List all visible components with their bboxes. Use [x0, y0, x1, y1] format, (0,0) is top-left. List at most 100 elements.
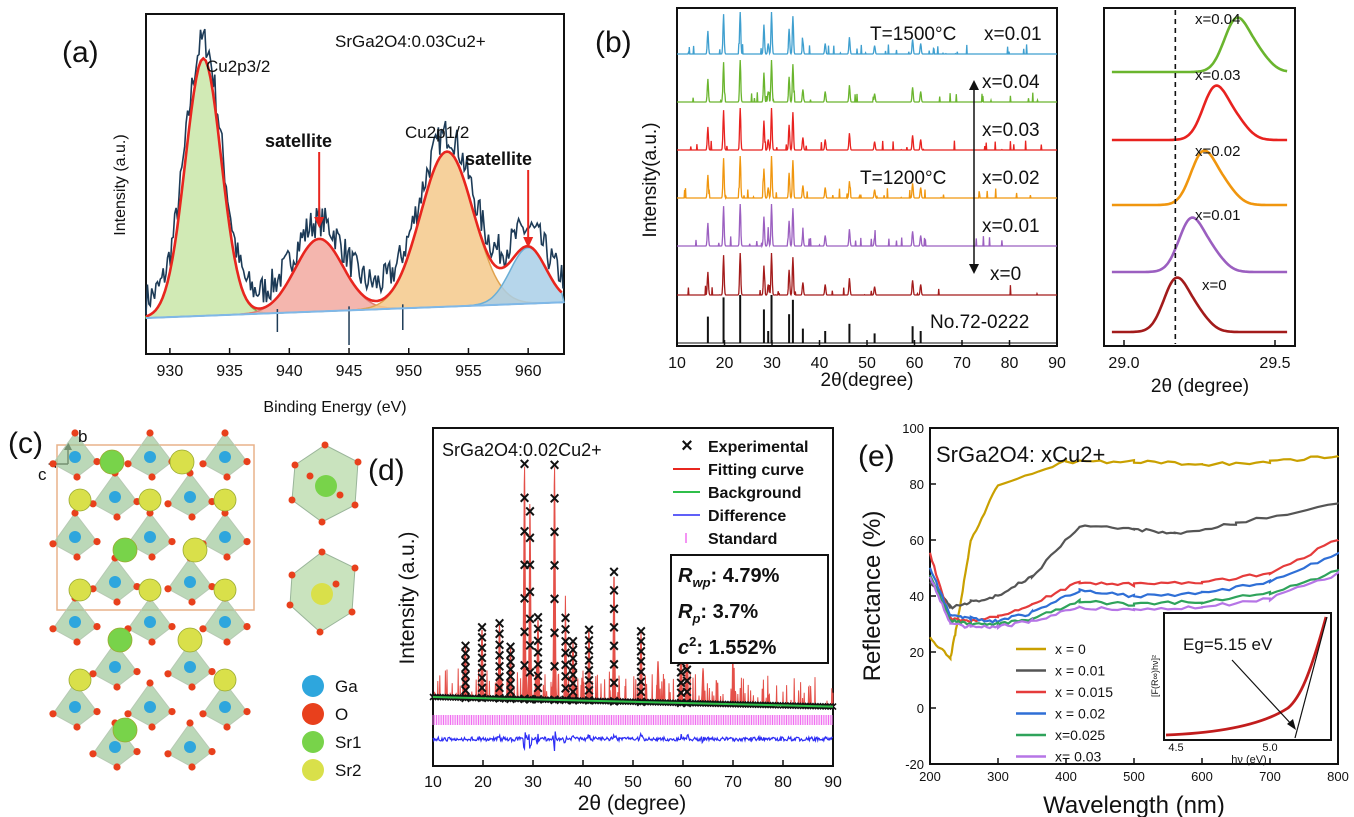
experimental-marker: × — [549, 488, 560, 508]
ytick-label: 60 — [910, 533, 924, 548]
o-atom — [321, 441, 329, 449]
panel-b-arrow-up-head — [969, 80, 979, 90]
experimental-marker: × — [533, 619, 544, 639]
panel-d-rwp: Rwp: 4.79% — [678, 565, 780, 590]
sr2-atom — [213, 578, 237, 602]
o-atom — [208, 668, 216, 676]
o-atom — [351, 564, 359, 572]
experimental-marker: × — [560, 643, 571, 663]
sr1-atom — [99, 449, 125, 475]
xtick-label: 60 — [674, 774, 692, 791]
experimental-marker: × — [477, 628, 488, 648]
experimental-marker: × — [460, 643, 471, 663]
xrd-pattern-5 — [677, 203, 1057, 249]
experimental-marker: × — [676, 683, 687, 703]
experimental-marker: × — [494, 667, 505, 687]
panel-b-x0: x=0 — [990, 264, 1021, 285]
o-atom — [93, 708, 101, 716]
legend-label-o: O — [335, 705, 348, 724]
xps-fit-envelope — [145, 56, 563, 318]
panel-e-yticks: -20 0 20 40 60 80 100 — [902, 421, 936, 772]
o-atom — [168, 708, 176, 716]
inset-series-label: x=0.02 — [1195, 143, 1240, 160]
experimental-marker: × — [494, 624, 505, 644]
experimental-marker: × — [682, 671, 693, 691]
xtick-label: 60 — [906, 355, 924, 372]
experimental-marker: × — [460, 658, 471, 678]
sr2-atom — [138, 488, 162, 512]
panel-e-plot — [928, 455, 1340, 662]
o-atom — [348, 608, 356, 616]
panel-c-axis-b: b — [78, 427, 87, 446]
panel-a-peak2-label: Cu2p1/2 — [405, 123, 469, 142]
experimental-marker: × — [560, 608, 571, 628]
ytick-label: 40 — [910, 589, 924, 604]
experimental-marker: × — [460, 651, 471, 671]
legend-label-1: x = 0.01 — [1055, 663, 1105, 679]
legend-label-sr2: Sr2 — [335, 761, 361, 780]
xtick-label: 40 — [574, 774, 592, 791]
panel-b-inset-frame — [1103, 7, 1296, 347]
ga-atom — [184, 741, 196, 753]
ga-atom — [144, 616, 156, 628]
o-atom — [221, 429, 229, 437]
ga-atom — [109, 661, 121, 673]
o-atom — [354, 458, 362, 466]
experimental-marker: × — [505, 652, 516, 672]
o-atom — [336, 491, 344, 499]
experimental-marker: × — [533, 678, 544, 698]
o-atom — [93, 538, 101, 546]
panel-d-rp: Rp: 3.7% — [678, 601, 758, 626]
ga-atom — [144, 701, 156, 713]
o-atom — [89, 750, 97, 758]
xtick-label: 30 — [524, 774, 542, 791]
experimental-marker: × — [533, 654, 544, 674]
panel-a-sat2-label: satellite — [465, 149, 532, 169]
experimental-marker: × — [519, 656, 530, 676]
xrd-pattern-3 — [677, 107, 1057, 152]
o-atom — [243, 623, 251, 631]
experimental-marker: × — [533, 643, 544, 663]
inset-peak-4 — [1111, 16, 1288, 74]
panel-b-t1500: T=1500°C — [870, 24, 956, 45]
inset-pointer-arrow — [1231, 659, 1294, 727]
xtick-label: 20 — [716, 355, 734, 372]
experimental-marker: × — [549, 589, 560, 609]
legend-label-ga: Ga — [335, 677, 358, 696]
panel-e-formula: SrGa2O4: xCu2+ — [936, 442, 1105, 467]
sr2-atom — [177, 627, 203, 653]
sr2-atom — [138, 578, 162, 602]
ga-atom — [184, 661, 196, 673]
o-atom — [286, 601, 294, 609]
xtick-label: 50 — [858, 355, 876, 372]
experimental-marker: × — [525, 609, 536, 629]
o-atom — [71, 429, 79, 437]
experimental-marker: × — [525, 582, 536, 602]
xtick-label: 10 — [668, 355, 686, 372]
ga-atom — [69, 531, 81, 543]
xtick-label: 40 — [811, 355, 829, 372]
sr2-polyhedron-center — [311, 583, 333, 605]
experimental-marker: × — [505, 681, 516, 701]
experimental-marker: × — [549, 455, 560, 475]
ytick-label: 0 — [917, 701, 924, 716]
xrd-pattern-2 — [677, 59, 1057, 104]
legend-label-0: Experimental — [708, 439, 808, 456]
o-atom — [113, 763, 121, 771]
experimental-marker: × — [477, 678, 488, 698]
legend-label-0: x = 0 — [1055, 641, 1086, 657]
o-atom — [223, 638, 231, 646]
o-atom — [89, 670, 97, 678]
satellite-arrow-head-1 — [314, 217, 325, 228]
experimental-marker: × — [505, 659, 516, 679]
panel-c-axis-c: c — [38, 465, 47, 484]
experimental-marker: × — [584, 630, 595, 650]
xtick-label: 800 — [1327, 769, 1349, 784]
legend-label-5: x= 0.03 — [1055, 749, 1102, 765]
experimental-marker: × — [609, 562, 620, 582]
experimental-marker: × — [560, 620, 571, 640]
sr2-atom — [213, 668, 237, 692]
panel-e-xticks: 200 300 400 500 600 700 800 — [919, 758, 1349, 784]
panel-b-x001: x=0.01 — [982, 216, 1040, 237]
